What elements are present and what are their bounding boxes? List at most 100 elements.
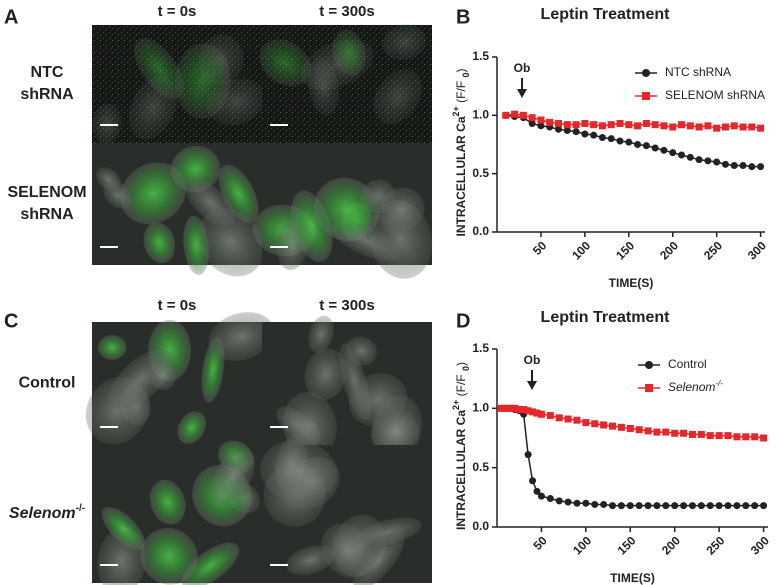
cell <box>206 78 266 126</box>
cell <box>197 208 264 277</box>
marker <box>607 121 615 129</box>
marker <box>528 114 536 122</box>
marker <box>733 433 741 441</box>
marker <box>669 123 677 131</box>
micrograph <box>92 440 262 585</box>
y-axis-label-part: INTRACELLULAR Ca <box>454 116 468 236</box>
marker <box>760 502 768 510</box>
legend-label: Selenom-/- <box>668 379 723 395</box>
marker <box>582 499 590 507</box>
marker <box>616 137 624 145</box>
y-tick-label: 1.0 <box>472 401 489 415</box>
marker <box>564 415 572 423</box>
marker <box>581 120 589 127</box>
marker <box>724 502 732 510</box>
cell <box>353 531 405 585</box>
cell <box>120 162 187 225</box>
column-header: t = 300s <box>319 3 374 20</box>
column-header: t = 0s <box>158 3 197 20</box>
marker <box>533 409 541 417</box>
cell <box>181 542 240 585</box>
marker <box>662 502 670 510</box>
y-axis-label: INTRACELLULAR Ca2+ (F/F 0) <box>451 362 471 530</box>
cell <box>354 517 422 547</box>
y-tick-label: 0.5 <box>472 166 489 180</box>
marker <box>686 122 694 130</box>
marker <box>697 430 705 438</box>
marker <box>524 407 532 415</box>
marker <box>524 451 532 459</box>
marker <box>662 428 670 436</box>
marker <box>695 123 703 131</box>
marker <box>730 122 738 130</box>
series-line <box>501 407 764 507</box>
marker <box>742 502 750 510</box>
x-tick-label: 250 <box>703 533 727 557</box>
row-label-text: shRNA <box>20 86 74 103</box>
marker <box>678 121 686 129</box>
legend-label: NTC shRNA <box>665 65 731 79</box>
cell <box>308 57 340 116</box>
marker <box>626 502 634 510</box>
micrograph <box>260 433 432 585</box>
y-tick-label: 0.0 <box>472 519 489 533</box>
marker <box>760 434 768 442</box>
x-tick-label: 100 <box>569 238 593 262</box>
marker <box>625 121 633 129</box>
marker <box>634 141 642 148</box>
marker <box>609 502 617 510</box>
marker <box>555 120 563 127</box>
marker <box>695 156 703 164</box>
cell <box>210 448 256 505</box>
y-axis-label-part: INTRACELLULAR Ca <box>454 410 468 530</box>
cell <box>134 38 185 99</box>
marker <box>634 122 642 130</box>
marker <box>528 120 536 127</box>
cell <box>170 145 221 193</box>
marker <box>644 502 652 510</box>
legend-label: Control <box>668 357 707 371</box>
marker <box>582 419 590 427</box>
cell <box>308 315 334 354</box>
cell <box>140 528 198 585</box>
marker <box>635 502 643 510</box>
marker <box>653 428 661 436</box>
marker <box>617 502 625 510</box>
marker <box>713 124 721 132</box>
micrograph <box>92 25 266 144</box>
marker <box>706 432 714 440</box>
marker <box>721 160 729 168</box>
row-label-text: Control <box>19 375 76 392</box>
x-tick-label: 150 <box>613 238 637 262</box>
marker <box>757 124 765 132</box>
marker <box>497 404 505 412</box>
marker <box>537 116 545 124</box>
marker <box>591 500 599 508</box>
legend-label-text: Control <box>668 357 707 371</box>
marker <box>739 162 747 169</box>
x-tick-label: 50 <box>530 238 550 258</box>
row-label: SELENOM <box>7 184 86 201</box>
marker <box>572 128 580 136</box>
row-label: Selenom-/- <box>9 503 85 522</box>
legend-marker <box>645 361 653 369</box>
marker <box>742 433 750 441</box>
marker <box>704 122 712 130</box>
marker <box>715 502 723 510</box>
marker <box>706 502 714 510</box>
cell <box>371 411 420 453</box>
marker <box>573 416 581 424</box>
cell <box>101 506 145 551</box>
marker <box>537 122 545 130</box>
marker <box>502 404 510 412</box>
annotation: Ob <box>524 353 541 367</box>
marker <box>669 149 677 157</box>
y-axis-label-part: 2+ <box>451 400 461 410</box>
cell <box>373 69 423 125</box>
row-label: shRNA <box>20 86 74 103</box>
legend-label-text: NTC shRNA <box>665 65 731 79</box>
marker <box>686 153 694 161</box>
row-label: shRNA <box>20 206 74 223</box>
chart-title: Leptin Treatment <box>541 6 671 23</box>
